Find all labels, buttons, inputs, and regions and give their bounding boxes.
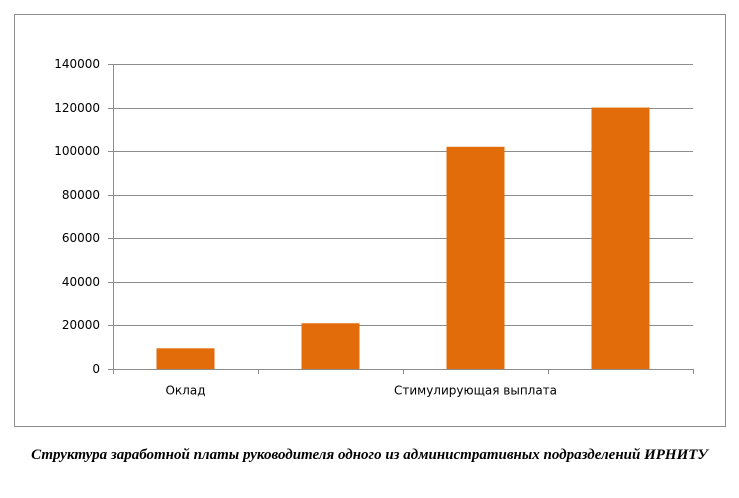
x-tick-label: Стимулирующая выплата — [394, 384, 557, 398]
y-tick-label: 0 — [92, 362, 100, 376]
bar — [446, 146, 505, 369]
bar — [156, 348, 215, 369]
chart-title: Структура заработной платы руководителя … — [31, 447, 708, 463]
chart-frame — [14, 14, 726, 427]
y-tick-label: 120000 — [54, 101, 100, 115]
chart: 0 20000 40000 60000 80000 100000 120000 140000 О… — [14, 14, 726, 427]
bar — [301, 323, 360, 369]
y-tick-label: 20000 — [62, 318, 100, 332]
y-tick-label: 40000 — [62, 275, 100, 289]
y-tick-label: 100000 — [54, 144, 100, 158]
y-tick-label: 140000 — [54, 57, 100, 71]
x-tick-label: Оклад — [165, 384, 205, 398]
bar — [591, 107, 650, 370]
y-tick-label: 60000 — [62, 231, 100, 245]
y-tick-label: 80000 — [62, 188, 100, 202]
